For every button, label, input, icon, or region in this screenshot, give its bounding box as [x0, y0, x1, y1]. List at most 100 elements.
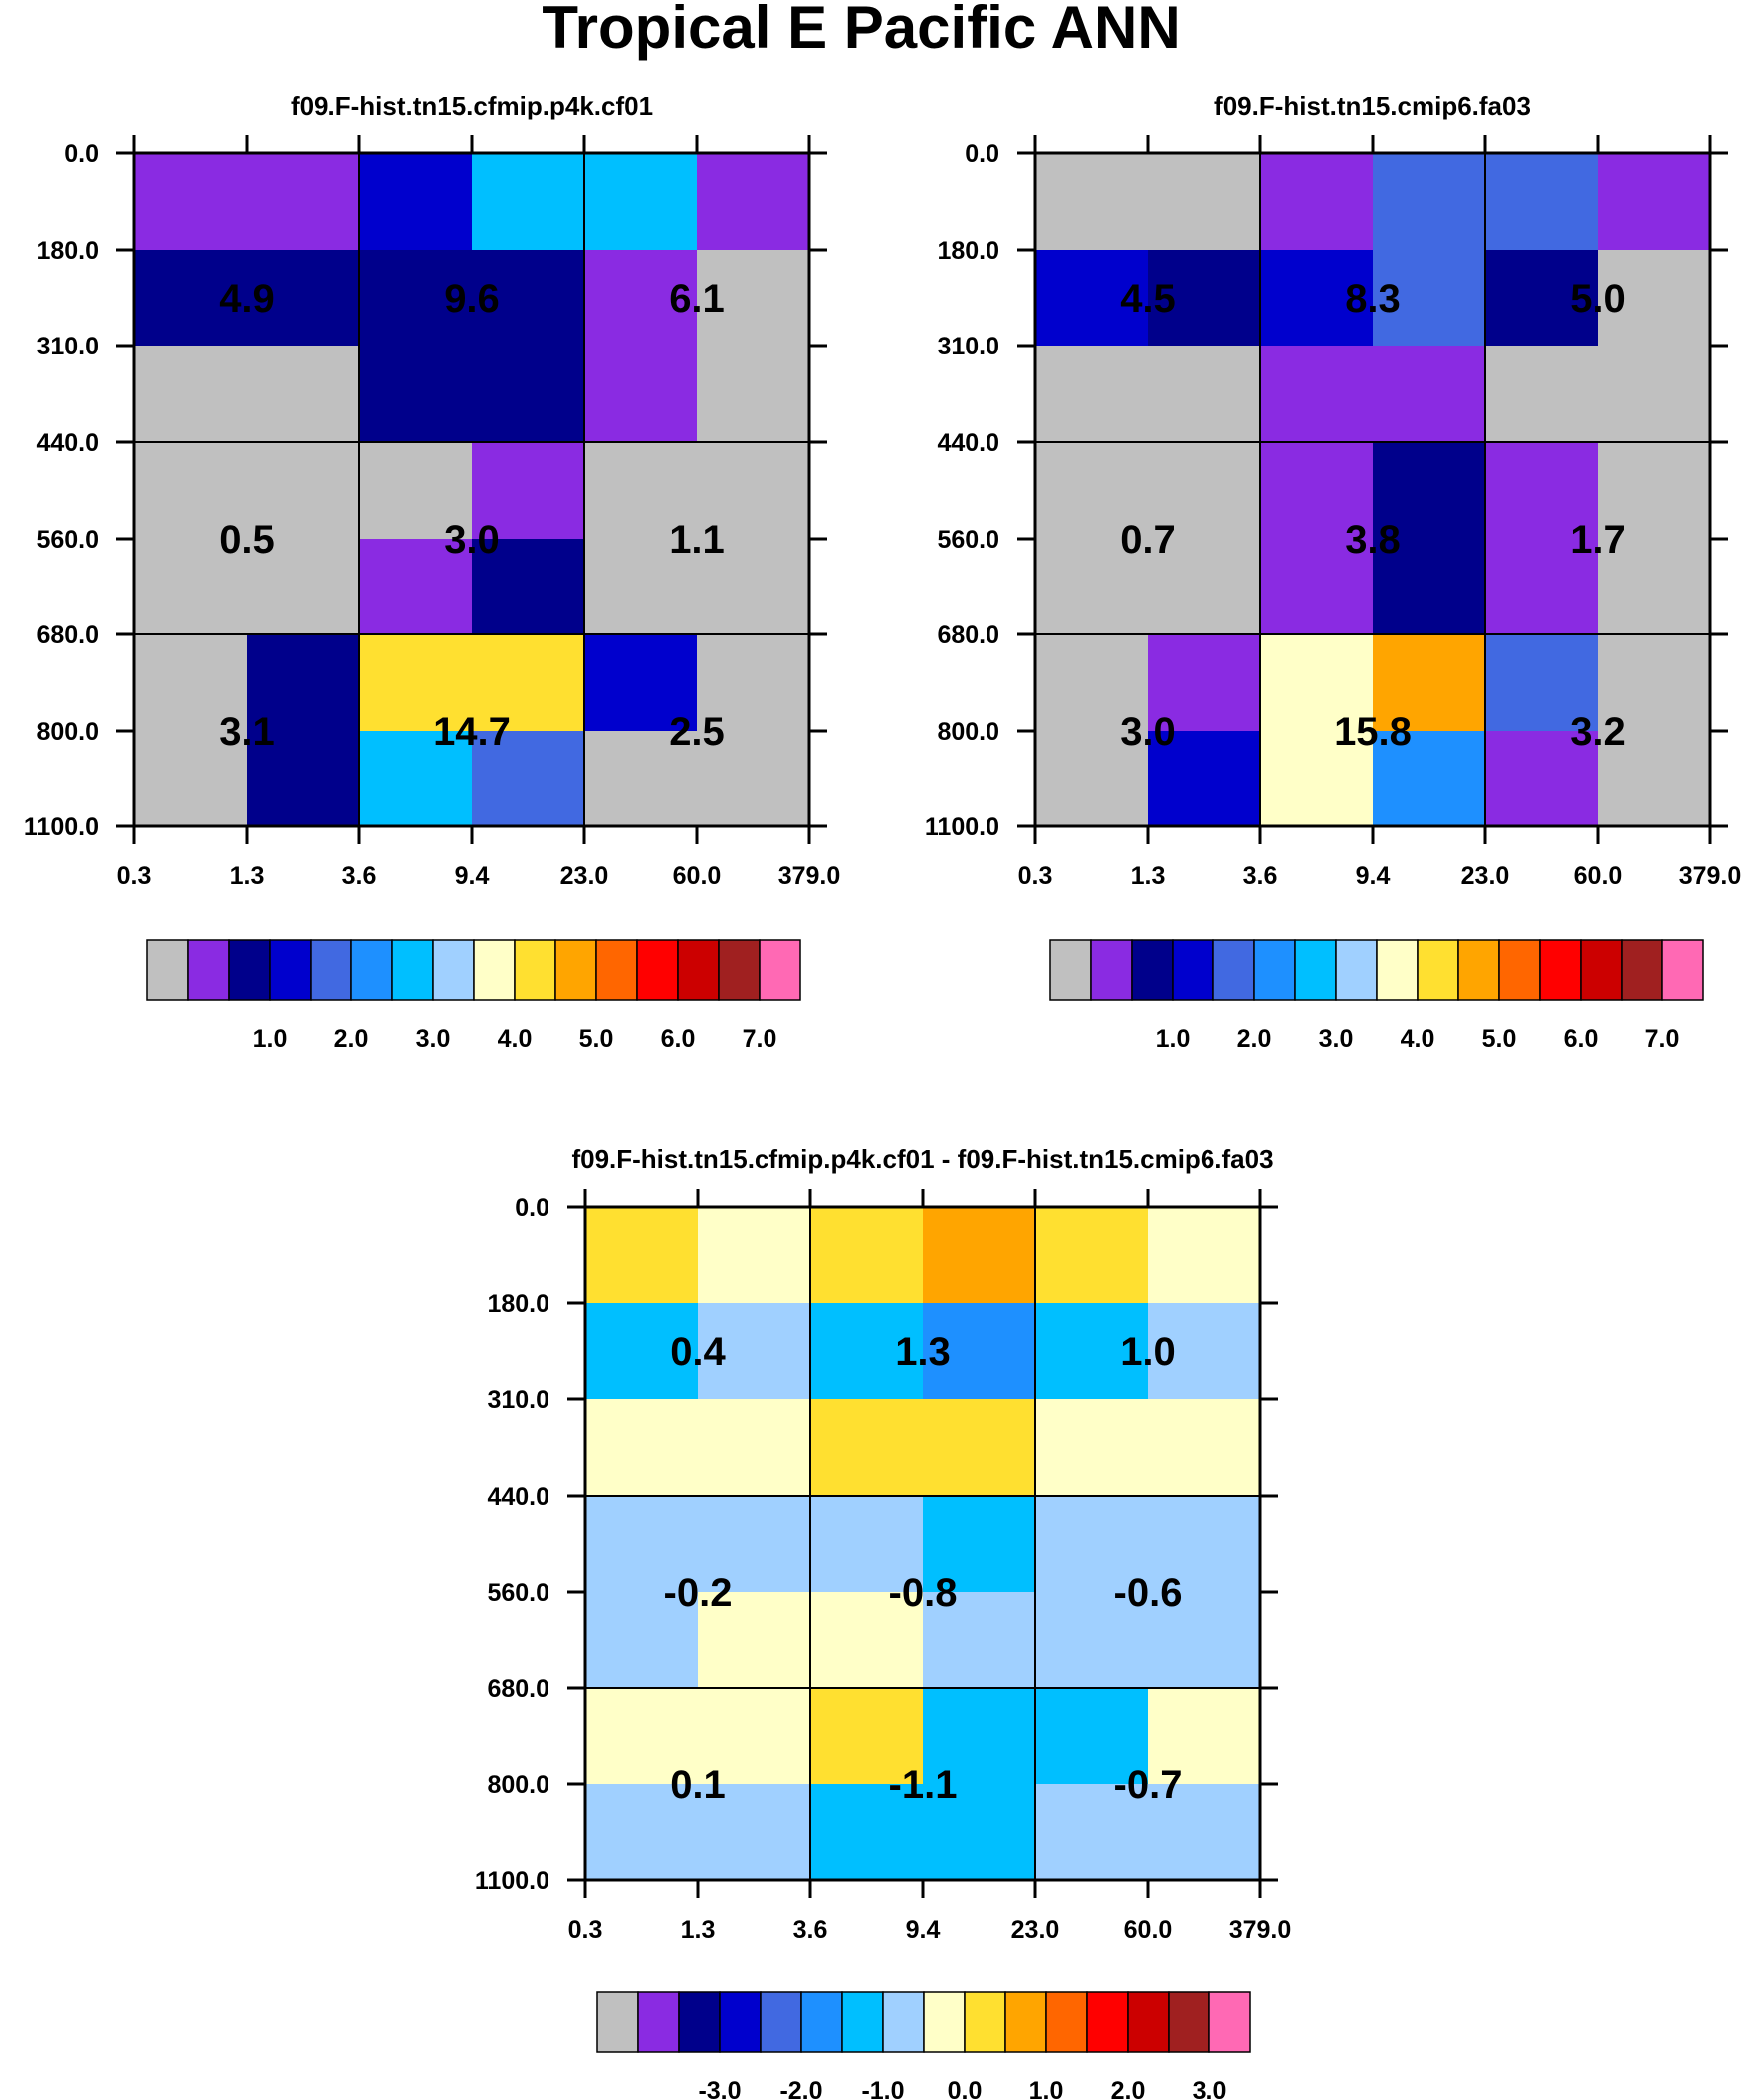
x-tick-label: 379.0 — [1679, 862, 1742, 890]
heatmap-cell — [1148, 731, 1260, 826]
heatmap-cell — [1260, 153, 1373, 250]
heatmap-cell — [134, 634, 247, 731]
colorbar-label: 0.0 — [948, 2077, 983, 2100]
colorbar-swatch — [923, 1991, 966, 2053]
heatmap-cell — [1035, 1496, 1148, 1592]
colorbar-label: 1.0 — [1156, 1025, 1191, 1052]
y-tick-label: 560.0 — [487, 1579, 549, 1607]
heatmap-cell — [698, 1207, 810, 1303]
colorbar-label: 1.0 — [253, 1025, 288, 1052]
x-tick-label: 23.0 — [1461, 862, 1510, 890]
heatmap-cell — [1598, 539, 1710, 634]
heatmap-cell — [1598, 442, 1710, 539]
value-label: -0.6 — [1114, 1571, 1183, 1615]
heatmap-cell — [1035, 1688, 1148, 1784]
heatmap-cell — [472, 731, 584, 826]
y-tick-label: 180.0 — [487, 1290, 549, 1318]
heatmap-cell — [1598, 731, 1710, 826]
heatmap-cell — [1035, 346, 1148, 442]
colorbar-swatch — [841, 1991, 884, 2053]
heatmap-cell — [359, 250, 472, 346]
colorbar-swatch — [719, 1991, 762, 2053]
colorbar-swatch — [1172, 939, 1214, 1001]
value-label: 15.8 — [1334, 710, 1412, 754]
heatmap-cell — [1485, 634, 1598, 731]
colorbar-swatch — [759, 939, 801, 1001]
heatmap-cell — [1148, 1207, 1260, 1303]
colorbar-swatch — [228, 939, 271, 1001]
heatmap-cell — [1485, 442, 1598, 539]
x-tick-label: 379.0 — [778, 862, 841, 890]
colorbar-swatch — [760, 1991, 802, 2053]
colorbar-swatch — [187, 939, 230, 1001]
heatmap-cell — [923, 1399, 1035, 1496]
heatmap-cell — [1035, 1303, 1148, 1399]
heatmap-cell — [134, 153, 247, 250]
colorbar-label: -2.0 — [779, 2077, 822, 2100]
colorbar-swatch — [636, 939, 679, 1001]
heatmap-cell — [697, 442, 809, 539]
heatmap-cell — [697, 153, 809, 250]
value-label: 4.5 — [1120, 277, 1176, 321]
heatmap-cell — [585, 1207, 698, 1303]
heatmap-cell — [134, 250, 247, 346]
colorbar-swatch — [473, 939, 516, 1001]
panel-title: f09.F-hist.tn15.cfmip.p4k.cf01 - f09.F-h… — [571, 1144, 1273, 1174]
colorbar-swatch — [677, 939, 720, 1001]
colorbar-swatch — [1049, 939, 1092, 1001]
heatmap-cell — [810, 1303, 923, 1399]
y-tick-label: 800.0 — [487, 1771, 549, 1799]
x-tick-label: 1.3 — [1131, 862, 1166, 890]
heatmap-cell — [472, 250, 584, 346]
x-tick-label: 23.0 — [560, 862, 609, 890]
heatmap-cell — [698, 1496, 810, 1592]
y-tick-label: 310.0 — [36, 333, 99, 360]
x-tick-label: 3.6 — [1243, 862, 1278, 890]
colorbar-label: 2.0 — [1111, 2077, 1146, 2100]
value-label: 9.6 — [444, 277, 500, 321]
value-label: -1.1 — [889, 1763, 958, 1807]
value-label: 3.2 — [1570, 710, 1626, 754]
colorbar-swatch — [1417, 939, 1459, 1001]
heatmap-cell — [1260, 539, 1373, 634]
colorbar-label: -1.0 — [861, 2077, 904, 2100]
heatmap-cell — [359, 634, 472, 731]
heatmap-cell — [1148, 1399, 1260, 1496]
colorbar-swatch — [1539, 939, 1582, 1001]
heatmap-cell — [472, 346, 584, 442]
heatmap-cell — [359, 539, 472, 634]
heatmap-cell — [1148, 1592, 1260, 1688]
colorbar-swatch — [1376, 939, 1419, 1001]
heatmap-cell — [923, 1303, 1035, 1399]
y-tick-label: 310.0 — [937, 333, 999, 360]
colorbar: 1.0 2.0 3.0 4.0 5.0 6.0 7.0 — [146, 939, 801, 1052]
heatmap-cell — [585, 1303, 698, 1399]
y-tick-label: 800.0 — [36, 718, 99, 746]
heatmap-cell — [1035, 1592, 1148, 1688]
x-tick-label: 9.4 — [906, 1916, 941, 1944]
heatmap-cell — [359, 442, 472, 539]
x-tick-label: 1.3 — [681, 1916, 716, 1944]
panel-3: f09.F-hist.tn15.cfmip.p4k.cf01 - f09.F-h… — [475, 1144, 1291, 2100]
colorbar-swatch — [350, 939, 393, 1001]
value-label: 3.0 — [1120, 710, 1176, 754]
x-tick-label: 379.0 — [1229, 1916, 1292, 1944]
y-tick-label: 1100.0 — [475, 1867, 549, 1895]
heatmap-cell — [1260, 442, 1373, 539]
value-label: -0.8 — [889, 1571, 958, 1615]
colorbar-label: -3.0 — [698, 2077, 741, 2100]
x-tick-label: 3.6 — [342, 862, 377, 890]
heatmap-cell — [1373, 634, 1485, 731]
value-label: 1.1 — [669, 518, 725, 562]
heatmap-cell — [1035, 442, 1148, 539]
colorbar-label: 7.0 — [1645, 1025, 1680, 1052]
colorbar-swatch — [514, 939, 556, 1001]
y-tick-label: 800.0 — [937, 718, 999, 746]
heatmap-cell — [585, 1784, 698, 1880]
heatmap-cell — [1373, 442, 1485, 539]
x-tick-label: 9.4 — [1356, 862, 1391, 890]
colorbar-swatch — [1457, 939, 1500, 1001]
heatmap-cell — [585, 1399, 698, 1496]
y-tick-label: 0.0 — [965, 140, 999, 168]
heatmap-cell — [1373, 153, 1485, 250]
